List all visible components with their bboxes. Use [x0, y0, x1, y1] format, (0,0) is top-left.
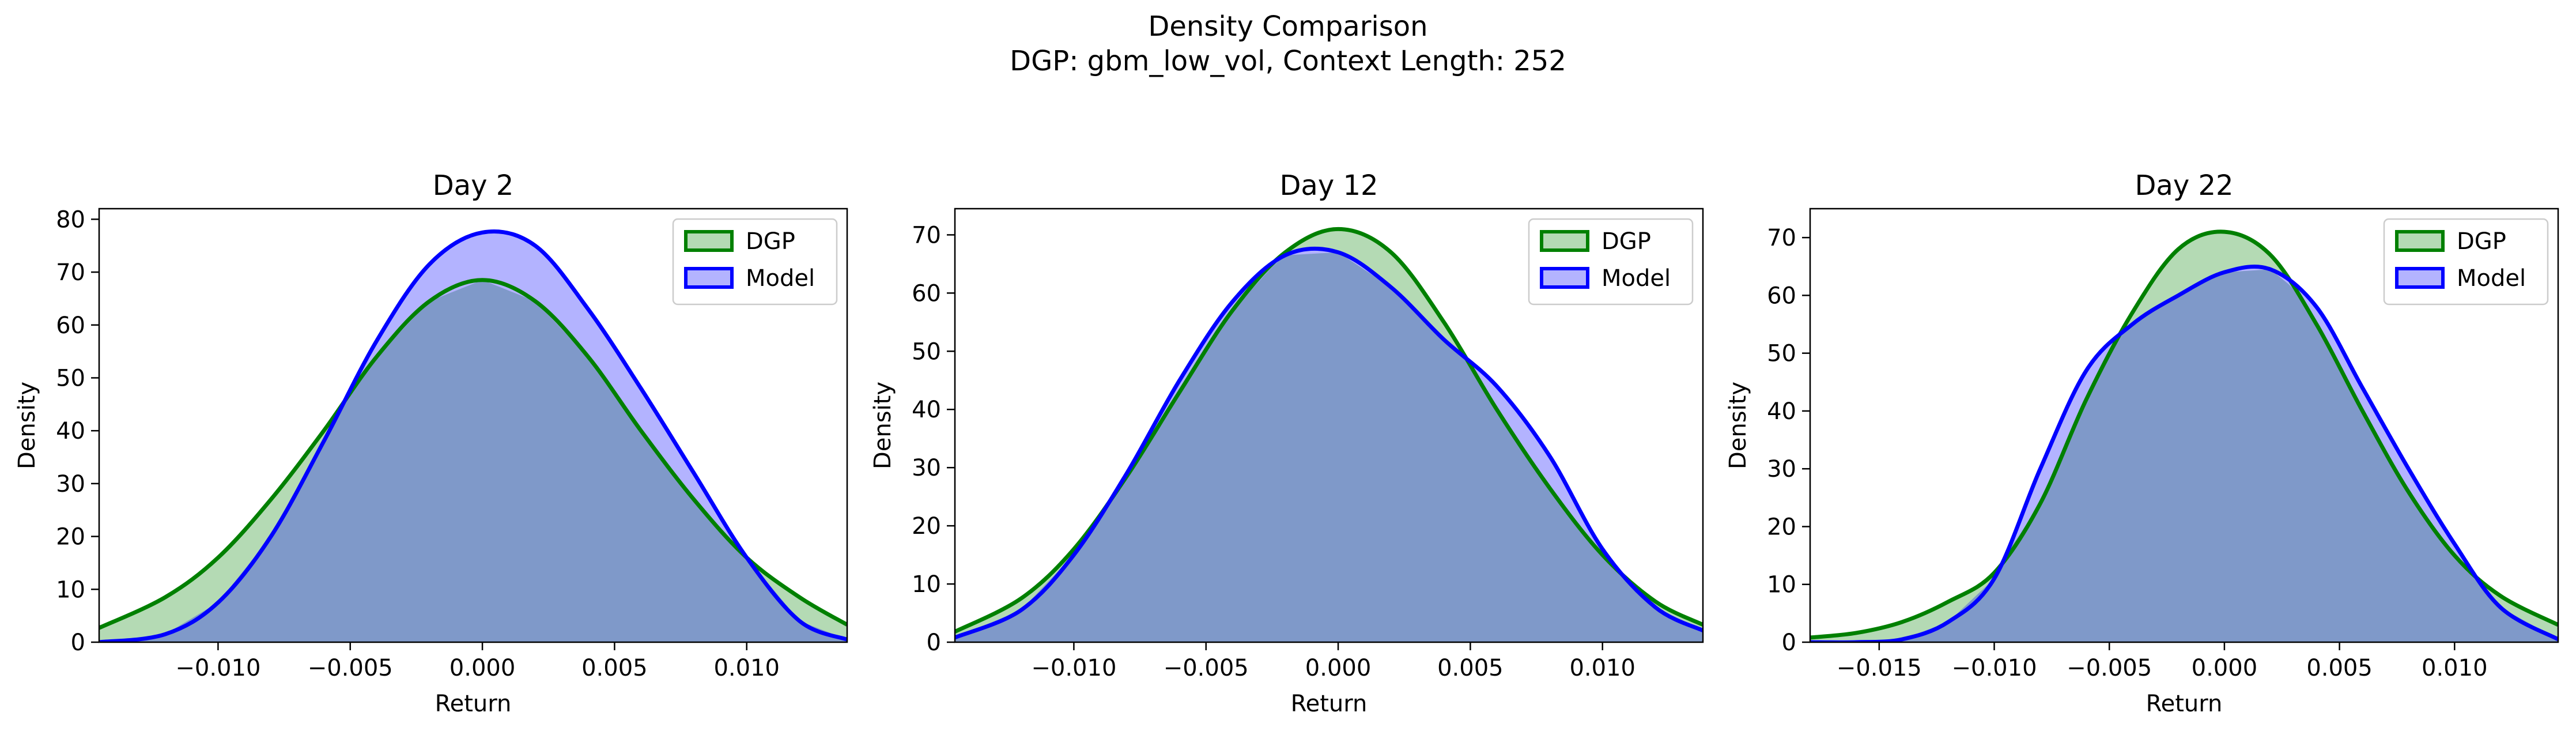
model-density-line [1810, 265, 2558, 642]
legend-swatch-dgp [1540, 230, 1589, 252]
subplot-day-0: −0.010 −0.005 0.000 0.005 0.010 0 10 20 30 40 50 60… [14, 169, 848, 717]
x-tick-label: 0.005 [1437, 655, 1504, 681]
legend-label-model: Model [746, 265, 815, 292]
y-tick-label: 50 [56, 365, 85, 391]
legend: DGP Model [672, 218, 838, 306]
y-tick-label: 50 [912, 338, 941, 365]
y-tick-label: 80 [56, 206, 85, 233]
plot-area [1810, 229, 2558, 642]
x-tick-label: −0.010 [175, 655, 260, 681]
x-axis-label: Return [435, 691, 512, 717]
figure-title: Density Comparison [1148, 10, 1427, 43]
y-tick-label: 50 [1767, 341, 1796, 367]
legend-label-dgp: DGP [746, 228, 795, 255]
figure-subtitle: DGP: gbm_low_vol, Context Length: 252 [1010, 45, 1566, 77]
x-tick-label: −0.005 [2067, 655, 2152, 681]
y-tick-label: 60 [56, 312, 85, 339]
y-tick-label: 0 [71, 630, 85, 656]
x-tick-label: 0.005 [581, 655, 648, 681]
x-axis-label: Return [1291, 691, 1368, 717]
y-tick-label: 60 [912, 280, 941, 307]
x-tick-label: 0.000 [450, 655, 516, 681]
legend-label-model: Model [1601, 265, 1671, 292]
plot-area [99, 229, 847, 642]
subplot-panels: −0.010 −0.005 0.000 0.005 0.010 0 10 20 30 40 50 60… [14, 169, 2559, 717]
axes-frame [954, 208, 1704, 643]
y-axis-label: Density [870, 382, 896, 469]
axes-frame [98, 208, 848, 643]
y-axis-label: Density [1725, 382, 1751, 469]
legend-swatch-dgp [684, 230, 734, 252]
y-tick-label: 0 [1782, 630, 1796, 656]
x-tick-label: −0.010 [1951, 655, 2037, 681]
legend-swatch-model [2395, 267, 2445, 289]
overlap-density-fill [955, 252, 1703, 642]
legend-swatch-model [684, 267, 734, 289]
model-density-line [955, 246, 1703, 640]
legend-swatch-model [1540, 267, 1589, 289]
x-tick-label: −0.010 [1031, 655, 1116, 681]
y-tick-label: 40 [912, 397, 941, 423]
y-axis-label: Density [14, 382, 40, 469]
x-tick-label: 0.000 [1305, 655, 1372, 681]
legend-label-dgp: DGP [1601, 228, 1651, 255]
x-tick-label: −0.005 [308, 655, 393, 681]
y-tick-label: 20 [56, 524, 85, 551]
subplot-title: Day 2 [433, 169, 514, 202]
legend: DGP Model [1528, 218, 1694, 306]
y-tick-label: 70 [56, 259, 85, 286]
y-tick-label: 40 [56, 418, 85, 444]
subplot-day-2: −0.015 −0.010 −0.005 0.000 0.005 0.010 0 10 20 30… [1725, 169, 2559, 717]
axes-frame [1809, 208, 2559, 643]
y-tick-label: 10 [912, 571, 941, 598]
y-tick-label: 10 [56, 576, 85, 603]
y-tick-label: 30 [1767, 456, 1796, 483]
y-tick-label: 10 [1767, 572, 1796, 598]
y-tick-label: 20 [1767, 514, 1796, 540]
y-tick-label: 70 [1767, 225, 1796, 251]
subplot-day-1: −0.010 −0.005 0.000 0.005 0.010 0 10 20 30 40 50 60… [870, 169, 1704, 717]
overlap-density-fill [1810, 269, 2558, 642]
dgp-density-line [99, 278, 847, 630]
x-tick-label: −0.015 [1837, 655, 1922, 681]
legend-label-dgp: DGP [2457, 228, 2506, 255]
x-tick-label: 0.010 [1569, 655, 1636, 681]
x-axis-label: Return [2146, 691, 2223, 717]
y-tick-label: 30 [56, 471, 85, 497]
plot-area [955, 227, 1703, 642]
x-tick-label: 0.010 [2422, 655, 2488, 681]
dgp-density-line [1810, 229, 2558, 640]
legend: DGP Model [2383, 218, 2549, 306]
overlap-density-fill [99, 281, 847, 642]
y-tick-label: 60 [1767, 282, 1796, 309]
y-tick-label: 70 [912, 222, 941, 248]
subplot-title: Day 22 [2135, 169, 2233, 202]
y-tick-label: 0 [927, 630, 941, 656]
model-density-line [99, 229, 847, 642]
y-tick-label: 40 [1767, 398, 1796, 425]
y-tick-label: 30 [912, 455, 941, 481]
x-tick-label: 0.005 [2306, 655, 2373, 681]
x-tick-label: 0.010 [713, 655, 780, 681]
x-tick-label: −0.005 [1164, 655, 1249, 681]
legend-swatch-dgp [2395, 230, 2445, 252]
x-tick-label: 0.000 [2192, 655, 2258, 681]
y-tick-label: 20 [912, 513, 941, 540]
subplot-title: Day 12 [1279, 169, 1378, 202]
legend-label-model: Model [2457, 265, 2526, 292]
